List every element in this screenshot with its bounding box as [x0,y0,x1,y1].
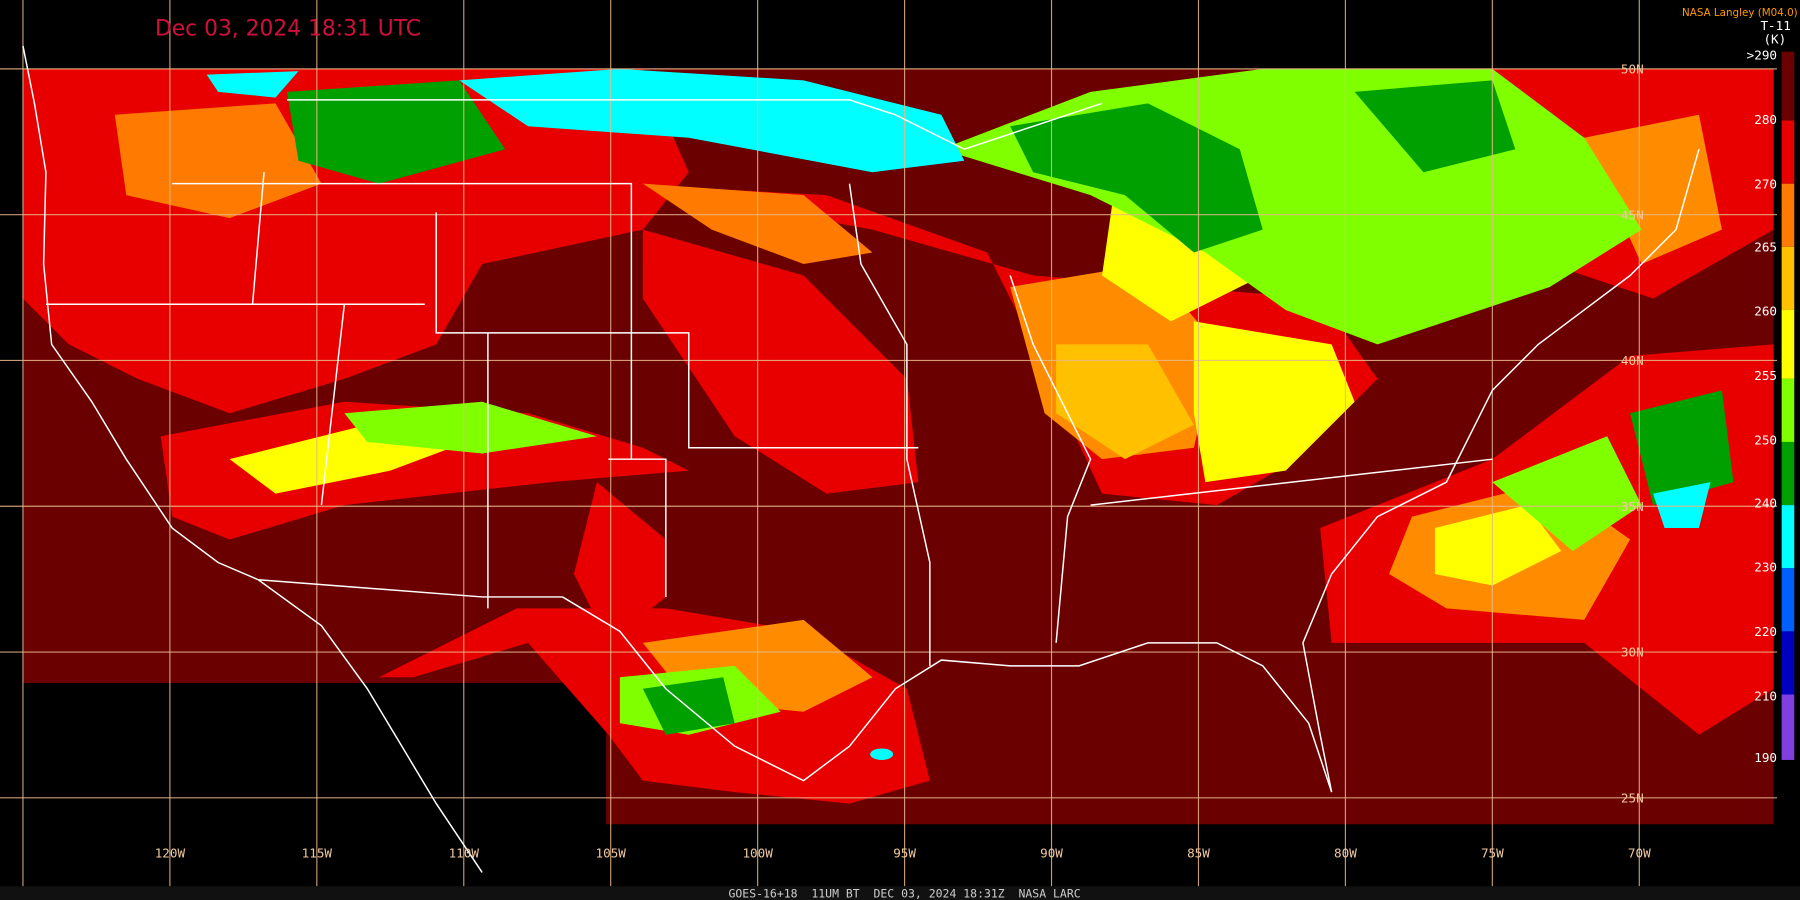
colorbar-label: >290 [1747,48,1777,63]
latitude-label: 40N [1621,353,1644,368]
colorbar-label: 260 [1754,304,1777,319]
colorbar-title: T-11 [1760,18,1790,33]
colorbar-label: 190 [1754,750,1777,765]
latitude-label: 25N [1621,790,1644,805]
longitude-label: 100W [742,846,773,861]
longitude-label: 70W [1628,846,1651,861]
longitude-label: 75W [1481,846,1504,861]
colorbar-label: 255 [1754,368,1777,383]
longitude-label: 115W [302,846,333,861]
borders [22,45,1700,873]
longitude-label: 85W [1187,846,1210,861]
colorbar-label: 220 [1754,624,1777,639]
footer: GOES-16+18 11UM BT DEC 03, 2024 18:31Z N… [729,887,1081,900]
longitude-label: 105W [596,846,627,861]
latitude-label: 35N [1621,499,1644,514]
longitude-label: 80W [1334,846,1357,861]
graticule [0,0,1778,887]
credit: NASA Langley (M04.0) [1682,7,1798,19]
colorbar [1781,51,1795,760]
longitude-label: 120W [155,846,186,861]
colorbar-label: 280 [1754,112,1777,127]
longitude-label: 90W [1040,846,1063,861]
colorbar-label: 265 [1754,239,1777,254]
colorbar-unit: (K) [1763,32,1786,47]
title: Dec 03, 2024 18:31 UTC [155,17,421,42]
longitude-label: 95W [893,846,916,861]
imagery [22,68,1774,825]
latitude-label: 50N [1621,62,1644,77]
longitude-label: 110W [449,846,480,861]
colorbar-label: 210 [1754,688,1777,703]
colorbar-label: 250 [1754,432,1777,447]
latitude-label: 30N [1621,645,1644,660]
colorbar-label: 230 [1754,560,1777,575]
colorbar-label: 240 [1754,495,1777,510]
colorbar-label: 270 [1754,176,1777,191]
latitude-label: 45N [1621,207,1644,222]
footer-bar [0,886,1800,900]
